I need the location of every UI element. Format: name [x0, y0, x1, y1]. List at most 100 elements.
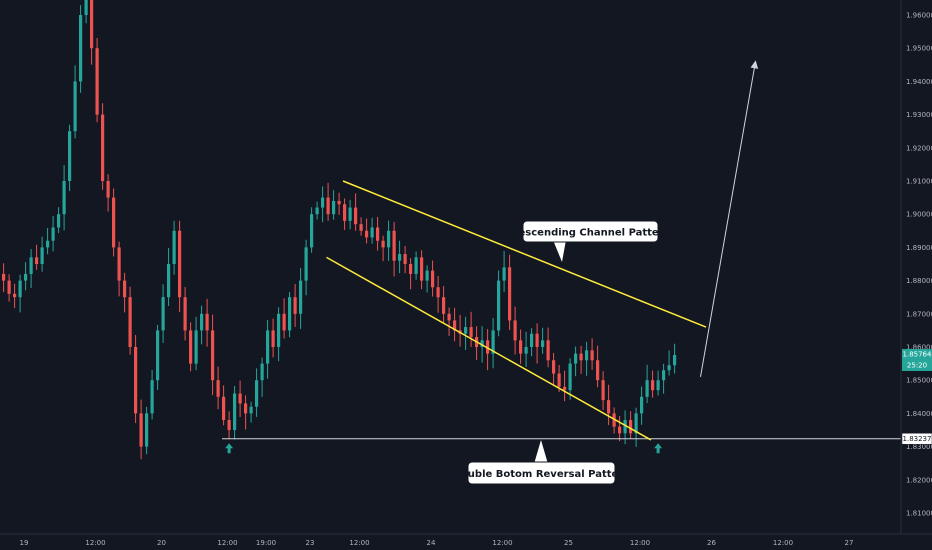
candle-body [370, 227, 374, 238]
price-tick-label: 1.90000 [906, 211, 932, 219]
candle-body [585, 350, 589, 361]
candle-body [464, 327, 468, 334]
candle-body [552, 360, 556, 374]
candle-body [645, 380, 649, 397]
candle-body [282, 313, 286, 331]
candle-body [409, 264, 413, 274]
candle-body [618, 426, 622, 434]
candle-body [596, 360, 600, 381]
candle-body [244, 403, 248, 414]
candle-body [326, 197, 330, 215]
candle-body [348, 207, 352, 221]
candle-body [167, 264, 171, 298]
time-tick-label: 26 [707, 539, 716, 547]
candle-body [189, 330, 193, 364]
time-tick-label: 12:00 [492, 539, 512, 547]
candle-body [579, 353, 583, 361]
candle-body [293, 297, 297, 314]
last-price-tag: 1.85764 25:20 [902, 348, 932, 371]
candle-body [156, 330, 160, 381]
candle-body [425, 270, 429, 281]
price-tick-label: 1.85000 [906, 377, 932, 385]
candle-body [414, 257, 418, 274]
candle-body [387, 230, 391, 248]
price-tick-label: 1.94000 [906, 78, 932, 86]
candle-body [13, 293, 17, 298]
candle-body [398, 254, 402, 261]
candle-body [73, 81, 77, 132]
channel-callout-pointer [553, 240, 566, 262]
candle-body [436, 287, 440, 298]
price-tick-label: 1.84000 [906, 410, 932, 418]
candle-body [519, 340, 523, 354]
candle-body [299, 280, 303, 314]
candle-body [233, 393, 237, 430]
time-tick-label: 23 [306, 539, 315, 547]
candle-body [40, 247, 44, 264]
channel-lower-trendline[interactable] [326, 256, 652, 441]
candle-body [359, 224, 363, 231]
candle-body [321, 197, 325, 208]
up-arrow-icon [654, 443, 663, 454]
last-price-label: 1.85764 [903, 350, 932, 358]
candle-body [640, 396, 644, 414]
double-bottom-callout-pointer [534, 440, 548, 464]
candle-body [420, 257, 424, 281]
price-tick-label: 1.96000 [906, 12, 932, 20]
candle-body [354, 207, 358, 225]
time-tick-label: 12:00 [217, 539, 237, 547]
candle-body [255, 380, 259, 407]
candle-body [629, 420, 633, 434]
price-tick-label: 1.92000 [906, 144, 932, 152]
candle-body [216, 380, 220, 397]
candle-body [145, 413, 149, 447]
channel-callout[interactable]: Descending Channel Pattern [510, 220, 671, 262]
candle-body [227, 420, 231, 430]
candle-body [24, 273, 28, 281]
candle-body [288, 297, 292, 331]
time-tick-label: 12:00 [349, 539, 369, 547]
candle-body [431, 270, 435, 288]
candle-body [376, 227, 380, 241]
time-tick-label: 19 [20, 539, 29, 547]
candle-body [57, 214, 61, 228]
time-tick-label: 12:00 [773, 539, 793, 547]
price-tick-label: 1.87000 [906, 310, 932, 318]
up-arrow-icon [225, 443, 234, 454]
candle-body [161, 297, 165, 331]
time-axis[interactable]: 19 12:00 20 12:00 19:00 23 12:00 24 12:00 25 12:00… [20, 539, 854, 547]
candle-body [568, 363, 572, 391]
double-bottom-callout[interactable]: Double Botom Reversal Pattern [453, 440, 631, 485]
candle-body [101, 114, 105, 181]
candle-countdown-label: 25:20 [907, 361, 927, 369]
candle-body [607, 400, 611, 414]
candle-body [590, 350, 594, 361]
candle-body [46, 240, 50, 248]
time-tick-label: 19:00 [256, 539, 276, 547]
candle-body [667, 365, 671, 371]
price-tick-label: 1.81000 [906, 510, 932, 518]
price-axis[interactable]: 1.96000 1.95000 1.94000 1.93000 1.92000 1.910… [906, 12, 932, 518]
candle-body [623, 420, 627, 434]
projection-arrow-line[interactable] [700, 61, 756, 377]
candle-body [266, 330, 270, 364]
channel-upper-trendline[interactable] [342, 180, 707, 328]
candle-body [535, 333, 539, 347]
candle-body [112, 197, 116, 248]
price-tick-label: 1.91000 [906, 178, 932, 186]
candle-body [442, 297, 446, 314]
candle-body [222, 396, 226, 421]
candle-body [277, 313, 281, 347]
double-bottom-markers [225, 443, 663, 454]
price-tick-label: 1.82000 [906, 476, 932, 484]
price-tick-label: 1.86000 [906, 344, 932, 352]
candle-body [68, 131, 72, 181]
candle-body [117, 247, 121, 281]
candle-body [381, 240, 385, 248]
candle-body [123, 280, 127, 298]
candle-body [403, 254, 407, 264]
candle-body [651, 380, 655, 391]
candle-body [343, 204, 347, 221]
time-tick-label: 25 [564, 539, 573, 547]
